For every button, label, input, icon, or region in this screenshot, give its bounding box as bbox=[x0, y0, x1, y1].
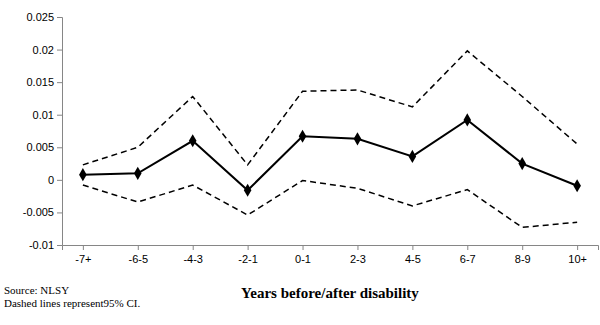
x-tick-label: 2-3 bbox=[350, 253, 366, 265]
annotation: Source: NLSY bbox=[4, 284, 69, 296]
y-tick-label: -0.005 bbox=[23, 206, 54, 218]
marker bbox=[518, 157, 526, 170]
y-tick-mark bbox=[57, 17, 62, 18]
y-tick-mark bbox=[57, 82, 62, 83]
y-axis-line bbox=[57, 18, 63, 246]
y-tick-mark bbox=[57, 147, 62, 148]
y-axis: -0.01 -0.005 0 0.005 0.01 0.015 0.02 0.025 bbox=[23, 11, 63, 251]
x-tick: 2-3 bbox=[350, 245, 366, 265]
y-tick-label: 0.025 bbox=[26, 11, 54, 23]
x-tick-mark bbox=[467, 245, 468, 250]
x-tick: -2-1 bbox=[238, 245, 258, 265]
x-tick-label: 8-9 bbox=[515, 253, 531, 265]
x-tick: -6-5 bbox=[129, 245, 149, 265]
x-tick-mark bbox=[193, 245, 194, 250]
x-tick-label: 6-7 bbox=[460, 253, 476, 265]
plot-area bbox=[79, 51, 581, 228]
ci-line bbox=[83, 181, 577, 228]
x-tick: 8-9 bbox=[515, 245, 531, 265]
x-tick-label: -7+ bbox=[75, 253, 91, 265]
y-tick-mark bbox=[57, 245, 62, 246]
x-axis-line bbox=[63, 246, 599, 251]
y-tick: 0.025 bbox=[26, 11, 62, 23]
x-tick: 0-1 bbox=[295, 245, 311, 265]
x-tick-label: 4-5 bbox=[405, 253, 421, 265]
marker bbox=[354, 132, 362, 145]
y-tick: -0.005 bbox=[23, 206, 62, 218]
y-tick: 0.005 bbox=[26, 141, 62, 153]
y-tick-label: 0.015 bbox=[26, 76, 54, 88]
x-tick: 6-7 bbox=[460, 245, 476, 265]
ci-line bbox=[83, 51, 577, 165]
y-tick: -0.01 bbox=[29, 239, 62, 251]
marker bbox=[409, 150, 417, 163]
x-tick-label: 10+ bbox=[568, 253, 587, 265]
x-tick-mark bbox=[357, 245, 358, 250]
y-tick-mark bbox=[57, 180, 62, 181]
x-tick-mark bbox=[83, 245, 84, 250]
x-tick-mark bbox=[138, 245, 139, 250]
annotation: Dashed lines represent95% CI. bbox=[4, 297, 140, 309]
marker bbox=[189, 134, 197, 147]
marker bbox=[244, 184, 252, 197]
y-tick-label: 0 bbox=[48, 174, 54, 186]
y-tick: 0.015 bbox=[26, 76, 62, 88]
marker bbox=[79, 168, 87, 181]
y-tick-label: 0.005 bbox=[26, 141, 54, 153]
chart: -0.01 -0.005 0 0.005 0.01 0.015 0.02 0.025 -7+ -6… bbox=[0, 0, 600, 325]
marker bbox=[134, 167, 142, 180]
marker bbox=[463, 113, 471, 126]
marker bbox=[299, 130, 307, 143]
marker bbox=[573, 179, 581, 192]
x-tick: -7+ bbox=[75, 245, 91, 265]
x-tick-mark bbox=[522, 245, 523, 250]
y-tick: 0 bbox=[48, 174, 62, 186]
y-tick: 0.01 bbox=[33, 109, 62, 121]
x-tick-mark bbox=[248, 245, 249, 250]
x-tick: 4-5 bbox=[405, 245, 421, 265]
y-tick-mark bbox=[57, 115, 62, 116]
x-tick-mark bbox=[303, 245, 304, 250]
y-tick-mark bbox=[57, 212, 62, 213]
x-axis-title: Years before/after disability bbox=[241, 285, 419, 301]
x-axis: -7+ -6-5 -4-3 -2-1 0-1 2-3 4-5 6-7 8-9 10+ bbox=[63, 245, 599, 265]
x-tick: 10+ bbox=[568, 245, 587, 265]
x-tick: -4-3 bbox=[183, 245, 203, 265]
x-tick-label: 0-1 bbox=[295, 253, 311, 265]
x-tick-label: -4-3 bbox=[183, 253, 203, 265]
y-tick: 0.02 bbox=[33, 44, 62, 56]
y-tick-label: 0.01 bbox=[33, 109, 54, 121]
x-tick-label: -2-1 bbox=[238, 253, 258, 265]
y-tick-label: 0.02 bbox=[33, 44, 54, 56]
x-tick-label: -6-5 bbox=[129, 253, 149, 265]
y-tick-label: -0.01 bbox=[29, 239, 54, 251]
y-tick-mark bbox=[57, 50, 62, 51]
x-tick-mark bbox=[577, 245, 578, 250]
x-tick-mark bbox=[412, 245, 413, 250]
